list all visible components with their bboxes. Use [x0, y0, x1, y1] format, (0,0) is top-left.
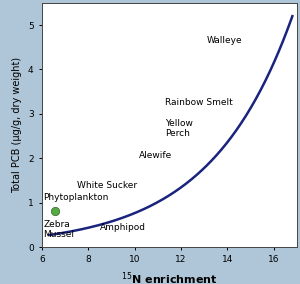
Text: Yellow
Perch: Yellow Perch [165, 119, 193, 138]
Text: White Sucker: White Sucker [77, 181, 137, 190]
Text: Phytoplankton: Phytoplankton [43, 193, 109, 202]
Text: Zebra
Mussel: Zebra Mussel [43, 220, 74, 239]
Text: Amphipod: Amphipod [100, 223, 146, 231]
Text: Alewife: Alewife [140, 151, 172, 160]
Text: Rainbow Smelt: Rainbow Smelt [165, 98, 232, 107]
Y-axis label: Total PCB (μg/g, dry weight): Total PCB (μg/g, dry weight) [12, 57, 22, 193]
X-axis label: $^{15}$N enrichment: $^{15}$N enrichment [121, 270, 218, 284]
Text: Walleye: Walleye [207, 36, 242, 45]
